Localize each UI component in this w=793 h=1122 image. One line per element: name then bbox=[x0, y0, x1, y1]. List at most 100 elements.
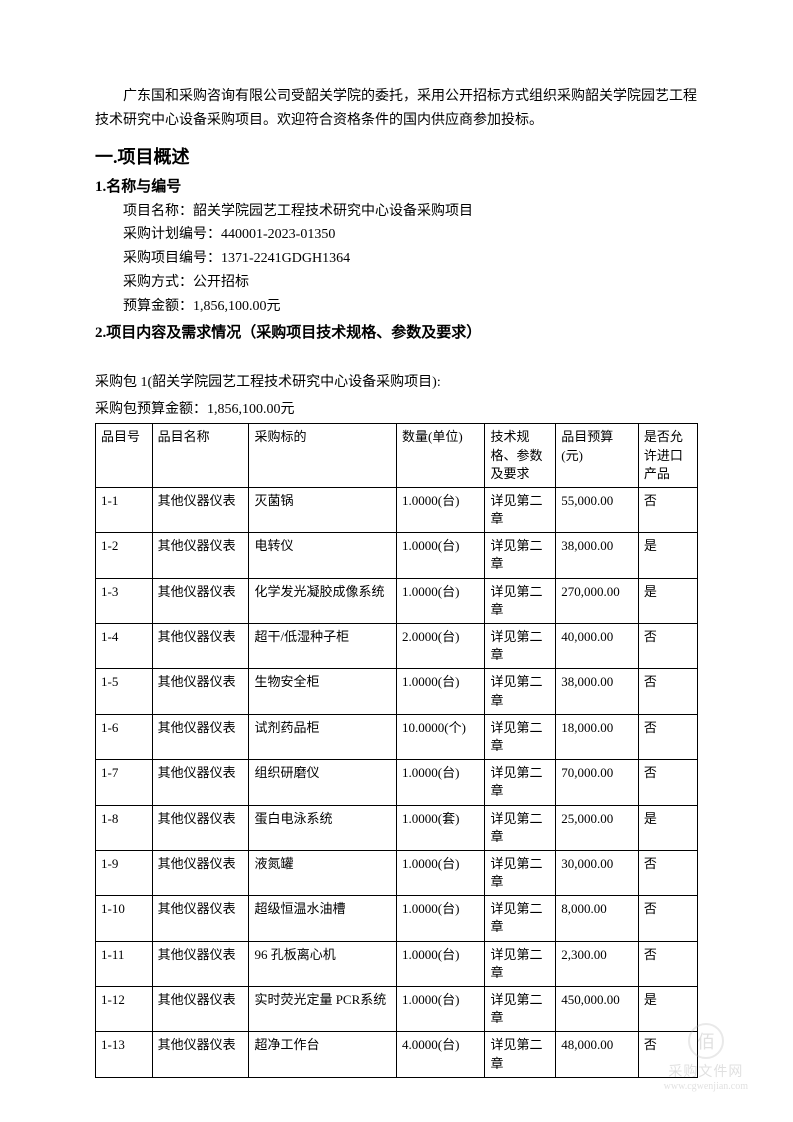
table-cell: 是 bbox=[638, 533, 697, 578]
table-cell: 详见第二章 bbox=[485, 850, 556, 895]
table-cell: 10.0000(个) bbox=[397, 714, 485, 759]
table-cell: 详见第二章 bbox=[485, 896, 556, 941]
table-cell: 其他仪器仪表 bbox=[152, 760, 249, 805]
table-row: 1-5其他仪器仪表生物安全柜1.0000(台)详见第二章38,000.00否 bbox=[96, 669, 698, 714]
table-cell: 其他仪器仪表 bbox=[152, 669, 249, 714]
plan-no-value: 440001-2023-01350 bbox=[221, 227, 335, 242]
project-name-label: 项目名称： bbox=[123, 204, 193, 219]
table-cell: 详见第二章 bbox=[485, 487, 556, 532]
table-row: 1-12其他仪器仪表实时荧光定量 PCR系统1.0000(台)详见第二章450,… bbox=[96, 987, 698, 1032]
table-cell: 1-2 bbox=[96, 533, 153, 578]
table-cell: 270,000.00 bbox=[556, 578, 639, 623]
table-cell: 2,300.00 bbox=[556, 941, 639, 986]
items-table: 品目号 品目名称 采购标的 数量(单位) 技术规格、参数及要求 品目预算(元) … bbox=[95, 423, 698, 1077]
package-budget: 采购包预算金额：1,856,100.00元 bbox=[95, 399, 698, 421]
section-1-title: 一.项目概述 bbox=[95, 143, 698, 169]
budget-line: 预算金额：1,856,100.00元 bbox=[95, 295, 698, 319]
plan-no-line: 采购计划编号：440001-2023-01350 bbox=[95, 223, 698, 247]
table-cell: 详见第二章 bbox=[485, 987, 556, 1032]
table-cell: 38,000.00 bbox=[556, 669, 639, 714]
intro-paragraph: 广东国和采购咨询有限公司受韶关学院的委托，采用公开招标方式组织采购韶关学院园艺工… bbox=[95, 85, 698, 133]
table-cell: 1-10 bbox=[96, 896, 153, 941]
header-target: 采购标的 bbox=[249, 424, 397, 488]
table-cell: 其他仪器仪表 bbox=[152, 941, 249, 986]
table-cell: 1-13 bbox=[96, 1032, 153, 1077]
method-line: 采购方式：公开招标 bbox=[95, 271, 698, 295]
table-cell: 否 bbox=[638, 850, 697, 895]
table-cell: 40,000.00 bbox=[556, 624, 639, 669]
table-row: 1-8其他仪器仪表蛋白电泳系统1.0000(套)详见第二章25,000.00是 bbox=[96, 805, 698, 850]
project-name-line: 项目名称：韶关学院园艺工程技术研究中心设备采购项目 bbox=[95, 200, 698, 224]
table-header-row: 品目号 品目名称 采购标的 数量(单位) 技术规格、参数及要求 品目预算(元) … bbox=[96, 424, 698, 488]
table-cell: 超级恒温水油槽 bbox=[249, 896, 397, 941]
table-cell: 灭菌锅 bbox=[249, 487, 397, 532]
table-cell: 详见第二章 bbox=[485, 941, 556, 986]
project-no-line: 采购项目编号：1371-2241GDGH1364 bbox=[95, 247, 698, 271]
table-cell: 否 bbox=[638, 760, 697, 805]
table-cell: 详见第二章 bbox=[485, 624, 556, 669]
table-cell: 1-6 bbox=[96, 714, 153, 759]
table-cell: 1-9 bbox=[96, 850, 153, 895]
table-cell: 否 bbox=[638, 714, 697, 759]
table-cell: 48,000.00 bbox=[556, 1032, 639, 1077]
table-cell: 其他仪器仪表 bbox=[152, 624, 249, 669]
table-cell: 96 孔板离心机 bbox=[249, 941, 397, 986]
table-cell: 详见第二章 bbox=[485, 1032, 556, 1077]
table-cell: 1-1 bbox=[96, 487, 153, 532]
table-cell: 否 bbox=[638, 624, 697, 669]
table-cell: 1-11 bbox=[96, 941, 153, 986]
table-cell: 1-5 bbox=[96, 669, 153, 714]
table-cell: 详见第二章 bbox=[485, 533, 556, 578]
table-cell: 蛋白电泳系统 bbox=[249, 805, 397, 850]
budget-label: 预算金额： bbox=[123, 299, 193, 314]
table-cell: 是 bbox=[638, 805, 697, 850]
plan-no-label: 采购计划编号： bbox=[123, 227, 221, 242]
sub-1-title: 1.名称与编号 bbox=[95, 175, 698, 196]
table-cell: 是 bbox=[638, 578, 697, 623]
table-cell: 1-8 bbox=[96, 805, 153, 850]
table-cell: 1.0000(台) bbox=[397, 941, 485, 986]
table-cell: 18,000.00 bbox=[556, 714, 639, 759]
table-cell: 其他仪器仪表 bbox=[152, 850, 249, 895]
table-cell: 1.0000(台) bbox=[397, 487, 485, 532]
table-cell: 1-7 bbox=[96, 760, 153, 805]
table-cell: 否 bbox=[638, 896, 697, 941]
table-cell: 1.0000(台) bbox=[397, 669, 485, 714]
table-cell: 1.0000(台) bbox=[397, 578, 485, 623]
header-budget: 品目预算(元) bbox=[556, 424, 639, 488]
table-cell: 30,000.00 bbox=[556, 850, 639, 895]
table-cell: 液氮罐 bbox=[249, 850, 397, 895]
table-cell: 1.0000(台) bbox=[397, 760, 485, 805]
table-row: 1-9其他仪器仪表液氮罐1.0000(台)详见第二章30,000.00否 bbox=[96, 850, 698, 895]
table-cell: 超干/低湿种子柜 bbox=[249, 624, 397, 669]
table-cell: 组织研磨仪 bbox=[249, 760, 397, 805]
table-cell: 其他仪器仪表 bbox=[152, 533, 249, 578]
table-cell: 4.0000(台) bbox=[397, 1032, 485, 1077]
table-cell: 55,000.00 bbox=[556, 487, 639, 532]
table-cell: 其他仪器仪表 bbox=[152, 896, 249, 941]
table-row: 1-2其他仪器仪表电转仪1.0000(台)详见第二章38,000.00是 bbox=[96, 533, 698, 578]
table-cell: 其他仪器仪表 bbox=[152, 1032, 249, 1077]
table-cell: 否 bbox=[638, 941, 697, 986]
table-row: 1-10其他仪器仪表超级恒温水油槽1.0000(台)详见第二章8,000.00否 bbox=[96, 896, 698, 941]
table-cell: 其他仪器仪表 bbox=[152, 714, 249, 759]
watermark-icon: 佰 bbox=[688, 1023, 724, 1059]
table-cell: 试剂药品柜 bbox=[249, 714, 397, 759]
table-cell: 实时荧光定量 PCR系统 bbox=[249, 987, 397, 1032]
table-row: 1-7其他仪器仪表组织研磨仪1.0000(台)详见第二章70,000.00否 bbox=[96, 760, 698, 805]
method-value: 公开招标 bbox=[193, 275, 249, 290]
table-cell: 8,000.00 bbox=[556, 896, 639, 941]
table-cell: 1-4 bbox=[96, 624, 153, 669]
header-id: 品目号 bbox=[96, 424, 153, 488]
table-cell: 1.0000(台) bbox=[397, 896, 485, 941]
table-row: 1-1其他仪器仪表灭菌锅1.0000(台)详见第二章55,000.00否 bbox=[96, 487, 698, 532]
header-qty: 数量(单位) bbox=[397, 424, 485, 488]
table-cell: 1.0000(台) bbox=[397, 987, 485, 1032]
header-name: 品目名称 bbox=[152, 424, 249, 488]
table-row: 1-13其他仪器仪表超净工作台4.0000(台)详见第二章48,000.00否 bbox=[96, 1032, 698, 1077]
sub-2-title: 2.项目内容及需求情况（采购项目技术规格、参数及要求） bbox=[95, 321, 698, 342]
table-row: 1-11其他仪器仪表96 孔板离心机1.0000(台)详见第二章2,300.00… bbox=[96, 941, 698, 986]
table-cell: 其他仪器仪表 bbox=[152, 987, 249, 1032]
table-cell: 电转仪 bbox=[249, 533, 397, 578]
table-cell: 1-12 bbox=[96, 987, 153, 1032]
